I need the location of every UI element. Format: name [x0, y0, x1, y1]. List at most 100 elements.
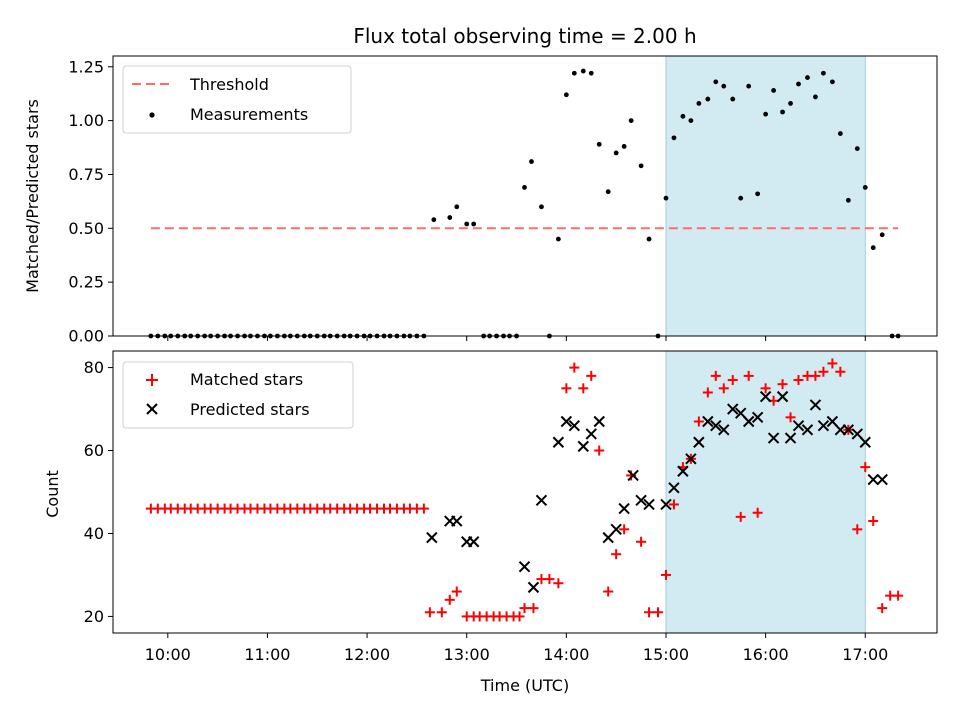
measurement-point [431, 217, 437, 223]
measurement-point [638, 163, 644, 169]
measurement-point [663, 195, 669, 201]
predicted-legend-label: Predicted stars [190, 400, 310, 419]
measurement-point [821, 70, 826, 76]
measurement-point [713, 79, 719, 85]
matched-star-point [735, 511, 746, 522]
matched-star-point [810, 370, 821, 381]
measurement-point [671, 135, 677, 141]
chart-title: Flux total observing time = 2.00 h [353, 24, 696, 48]
predicted-star-point [668, 482, 680, 494]
y-tick-label: 0.25 [68, 273, 104, 292]
measurement-point [721, 83, 727, 89]
counts-axes-frame [112, 350, 938, 634]
measurement-point [813, 94, 818, 100]
matched-star-point [877, 603, 888, 614]
predicted-star-point [776, 390, 789, 403]
matched-star-point [436, 607, 447, 618]
measurement-point [539, 204, 544, 210]
predicted-star-point [677, 465, 689, 477]
measurement-point [829, 79, 835, 85]
measurement-point [605, 189, 611, 195]
matched-legend-swatch [146, 374, 158, 386]
measurement-point [705, 96, 711, 102]
matched-star-point [603, 586, 614, 597]
matched-star-point [561, 383, 572, 394]
measurement-point [771, 88, 776, 93]
matched-star-point [626, 470, 637, 481]
x-tick-label: 12:00 [344, 645, 390, 664]
measurement-point [879, 232, 885, 238]
predicted-star-point [792, 419, 805, 432]
predicted-star-point [801, 424, 814, 436]
measurement-point [596, 141, 602, 147]
predicted-star-point [610, 523, 622, 536]
counts-legend: Matched stars Predicted stars [122, 361, 354, 429]
matched-star-point [718, 383, 729, 394]
measurement-point [628, 118, 634, 124]
ratio-legend-box [122, 65, 352, 134]
predicted-star-points [426, 390, 888, 594]
measurements-legend-label: Measurements [190, 105, 308, 124]
measurement-point [646, 236, 652, 242]
y-tick-label: 0.50 [68, 219, 104, 238]
measurement-point [471, 221, 477, 227]
predicted-star-point [842, 424, 855, 436]
measurement-point [580, 68, 586, 74]
measurement-point [862, 184, 868, 190]
x-tick-label: 15:00 [643, 645, 689, 664]
x-tick-label: 17:00 [842, 645, 888, 664]
matched-star-point [636, 536, 647, 547]
y-tick-label: 80 [84, 358, 104, 377]
measurement-point [805, 75, 810, 80]
measurement-point [696, 100, 702, 106]
matched-star-point [710, 370, 721, 381]
counts-x-ticks: 10:00 11:00 12:00 13:00 14:00 15:00 16:00 17:00 [145, 633, 888, 664]
matched-star-point [727, 375, 738, 386]
measurement-point [522, 184, 527, 190]
ratio-axes-frame [112, 55, 938, 337]
predicted-star-point [527, 581, 540, 594]
matched-star-point [586, 370, 597, 381]
measurement-point [688, 118, 694, 124]
measurement-point [555, 236, 561, 242]
predicted-star-point [552, 436, 565, 448]
predicted-star-point [751, 411, 764, 424]
matched-star-point [852, 524, 863, 535]
measurement-point [588, 70, 594, 76]
x-tick-label: 16:00 [743, 645, 789, 664]
predicted-star-point [643, 498, 655, 511]
measurement-point [613, 150, 619, 156]
matched-star-point [752, 507, 763, 518]
matched-star-point [818, 366, 829, 377]
matched-star-point [835, 366, 846, 377]
predicted-star-point [518, 560, 531, 573]
x-axis-label: Time (UTC) [480, 676, 569, 695]
predicted-star-point [585, 428, 597, 440]
matched-star-point [644, 607, 655, 618]
predicted-star-point [710, 419, 722, 432]
predicted-star-point [560, 415, 573, 428]
matched-star-point [868, 516, 879, 527]
predicted-star-point [809, 399, 822, 411]
predicted-star-point [568, 419, 581, 432]
matched-star-point [619, 524, 630, 535]
y-tick-label: 1.25 [68, 57, 104, 76]
predicted-star-point [727, 403, 739, 415]
measurement-point [854, 146, 860, 152]
matched-star-point [777, 379, 788, 390]
matched-star-points [145, 358, 904, 622]
matched-star-point [793, 375, 804, 386]
predicted-star-point [635, 494, 647, 507]
matched-legend-label: Matched stars [190, 370, 303, 389]
matched-star-point [444, 594, 455, 605]
matched-star-point [578, 383, 589, 394]
predicted-star-point [759, 390, 772, 403]
ratio-panel: 0.00 0.25 0.50 0.75 1.00 1.25 Matched/Predict… [23, 55, 938, 346]
matched-star-point [760, 383, 771, 394]
x-tick-label: 11:00 [244, 645, 290, 664]
ratio-y-ticks: 0.00 0.25 0.50 0.75 1.00 1.25 [68, 57, 113, 346]
predicted-star-point [859, 436, 871, 448]
matched-star-point [569, 362, 580, 373]
y-tick-label: 1.00 [68, 111, 104, 130]
measurement-point [763, 111, 769, 117]
